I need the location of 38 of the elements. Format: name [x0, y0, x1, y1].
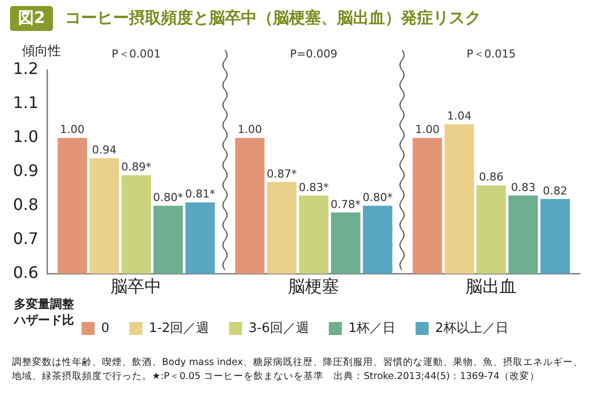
- data-label: 1.04: [447, 110, 472, 123]
- x-tick-label: 脳卒中: [110, 277, 162, 298]
- data-label: 0.89*: [121, 160, 152, 174]
- chart-title: 図2: [10, 6, 54, 30]
- data-label: 0.80*: [362, 191, 394, 204]
- data-label: 1.00: [238, 123, 262, 136]
- data-label: 1.00: [60, 123, 85, 136]
- text: 傾向性: [22, 43, 61, 60]
- text: P＜0.001: [112, 47, 161, 60]
- text: 調整変数は性年齢、喫煙、飲酒、Body mass index、糖尿病既往歴、降圧剤服用、習慣的な運動、果物、魚、摂取エネルギー、地域、緑茶摂取頻度で行った。★:P＜0.05 コーヒーを飲まないを基準 出典：Stroke.2013;44(5)：1369-74（改変）: [12, 356, 584, 384]
- data-label: 0.83: [510, 180, 536, 194]
- chart-subtitle: コーヒー摂取頻度と脳卒中（脳梗塞、脳出血）発症リスク: [65, 8, 482, 28]
- y-tick-label: 1.2: [12, 59, 38, 78]
- data-label: 0.87*: [266, 167, 298, 180]
- y-tick-label: 1.1: [12, 93, 38, 112]
- legend-label: 0: [101, 320, 110, 336]
- legend-label: 3-6回／週: [248, 320, 309, 336]
- text: P＜0.015: [466, 47, 516, 60]
- y-tick-label: 0.6: [12, 262, 38, 282]
- text: P=0.009: [290, 47, 338, 60]
- data-label: 0.86: [478, 170, 504, 184]
- data-label: 0.82: [542, 184, 568, 198]
- data-label: 0.94: [92, 144, 116, 157]
- data-label: 0.78*: [330, 198, 362, 211]
- data-label: 1.00: [415, 123, 440, 136]
- x-tick-label: 脳出血: [466, 277, 517, 298]
- y-tick-label: 0.9: [12, 160, 38, 180]
- y-tick-label: 0.8: [12, 194, 38, 214]
- legend-label: 1杯／日: [348, 320, 396, 336]
- x-tick-label: 脳梗塞: [288, 277, 340, 298]
- y-tick-label: 0.7: [12, 228, 38, 248]
- data-label: 0.81*: [185, 188, 216, 201]
- data-label: 0.83*: [298, 180, 330, 194]
- legend-label: 2杯以上／日: [435, 320, 508, 336]
- legend-label: 1-2回／週: [148, 320, 210, 336]
- y-axis-title: 多変量調整ハザード比: [12, 296, 75, 328]
- data-label: 0.80*: [153, 191, 184, 204]
- y-tick-label: 1.0: [12, 127, 38, 146]
